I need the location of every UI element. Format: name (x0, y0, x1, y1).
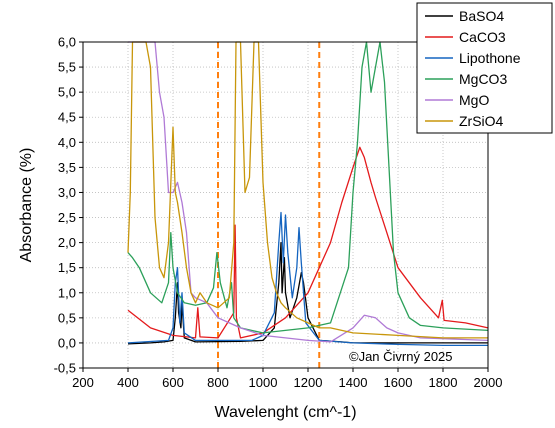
series-line-zrsio4 (127, 41, 488, 339)
x-tick-label: 1400 (339, 375, 368, 390)
series-line-mgco3 (127, 41, 489, 334)
x-axis-title: Wavelenght (cm^-1) (214, 404, 356, 421)
legend-label: ZrSiO4 (459, 113, 504, 129)
x-tick-label: 1600 (384, 375, 413, 390)
y-tick-label: 4,0 (58, 135, 76, 150)
x-tick-label: 1000 (249, 375, 278, 390)
series-line-lipothone (127, 211, 488, 347)
y-axis-title: Absorbance (%) (18, 148, 35, 263)
x-tick-label: 400 (117, 375, 139, 390)
x-tick-label: 1200 (294, 375, 323, 390)
y-tick-label: 5,0 (58, 85, 76, 100)
legend-label: Lipothone (459, 50, 521, 66)
legend-box (416, 2, 553, 134)
y-tick-label: 3,0 (58, 185, 76, 200)
series-layer (127, 41, 489, 347)
y-tick-label: -0,5 (54, 361, 76, 376)
copyright-annotation: ©Jan Čivrný 2025 (349, 349, 453, 364)
y-axis-ticks: -0,5 0,0 0,5 1,0 1,5 2,0 2,5 3,0 3,5 4,0 4,5 5,0 5,5… (54, 35, 83, 376)
y-tick-label: 3,5 (58, 160, 76, 175)
x-tick-label: 1800 (429, 375, 458, 390)
series-line-baso4 (127, 241, 488, 345)
x-tick-label: 200 (72, 375, 94, 390)
y-tick-label: 1,5 (58, 260, 76, 275)
y-tick-label: 6,0 (58, 35, 76, 50)
x-tick-label: 2000 (474, 375, 503, 390)
y-tick-label: 2,5 (58, 210, 76, 225)
y-tick-label: 4,5 (58, 110, 76, 125)
legend-label: MgO (459, 92, 489, 108)
x-tick-label: 600 (162, 375, 184, 390)
series-line-caco3 (127, 146, 489, 339)
x-axis-ticks: 200 400 600 800 1000 1200 1400 1600 1800 2000 (72, 368, 502, 390)
legend-label: MgCO3 (459, 71, 507, 87)
y-tick-label: 5,5 (58, 60, 76, 75)
plot-frame (82, 41, 489, 369)
legend-label: CaCO3 (459, 29, 506, 45)
y-tick-label: 2,0 (58, 235, 76, 250)
y-tick-label: 0,5 (58, 310, 76, 325)
y-tick-label: 0,0 (58, 335, 76, 350)
legend: BaSO4 CaCO3 Lipothone MgCO3 MgO ZrSiO4 (416, 2, 553, 134)
reference-lines (217, 42, 321, 368)
y-tick-label: 1,0 (58, 285, 76, 300)
x-tick-label: 800 (207, 375, 229, 390)
legend-label: BaSO4 (459, 8, 504, 24)
